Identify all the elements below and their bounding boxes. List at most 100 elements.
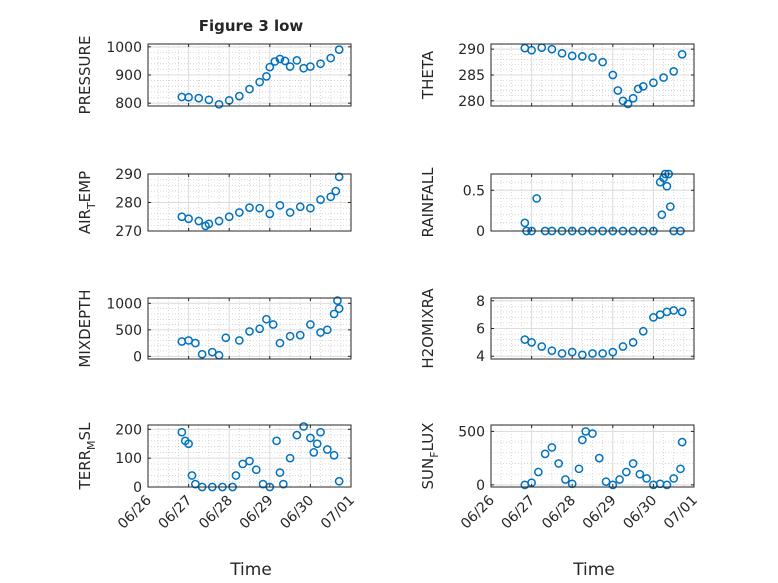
data-point	[677, 49, 687, 59]
data-point	[662, 181, 672, 191]
data-point	[326, 53, 336, 63]
y-axis-label-sun_flux: SUNFLUX	[419, 423, 441, 490]
data-point	[334, 304, 344, 313]
panel-theta: 280 285 290 THETA	[419, 42, 695, 110]
data-point	[275, 201, 285, 210]
data-point	[638, 326, 648, 336]
data-point	[613, 86, 623, 95]
data-point	[633, 84, 643, 94]
y-tick-label: 500	[458, 424, 485, 440]
data-point	[245, 84, 254, 94]
data-point	[322, 325, 332, 335]
y-tick-label: 270	[115, 224, 142, 240]
data-point	[628, 93, 638, 103]
data-point	[207, 347, 217, 357]
y-axis-label-theta: THETA	[419, 50, 437, 100]
data-point	[532, 194, 542, 203]
data-point	[677, 307, 687, 317]
axes-frame-rainfall	[490, 173, 695, 232]
data-point	[275, 54, 285, 64]
data-point	[285, 331, 295, 341]
y-tick-label: 290	[115, 167, 142, 183]
data-point	[677, 437, 687, 447]
data-point	[306, 203, 315, 213]
data-point	[659, 73, 668, 82]
series-mixdepth	[177, 296, 344, 360]
y-tick-label: 0	[476, 478, 485, 494]
data-point	[615, 475, 624, 484]
data-point	[278, 479, 288, 489]
data-point	[669, 306, 679, 315]
data-point	[322, 445, 332, 454]
data-point	[292, 430, 302, 440]
x-tick-label: 06/28	[539, 493, 579, 533]
data-point	[251, 465, 261, 475]
data-point	[214, 99, 224, 109]
data-point	[578, 52, 587, 61]
data-point	[608, 70, 618, 80]
data-point	[561, 475, 570, 484]
data-point	[224, 212, 234, 222]
data-point	[295, 202, 305, 212]
panel-rainfall: 0 0.5 RAINFALL	[419, 167, 695, 240]
x-axis-label-right: Time	[572, 560, 615, 580]
data-point	[520, 218, 530, 228]
data-point	[184, 92, 193, 102]
data-point	[285, 62, 295, 71]
series-air_temp	[177, 172, 344, 231]
data-point	[270, 57, 280, 66]
axes-frame-terr_msl	[147, 424, 352, 488]
data-point	[669, 474, 679, 483]
y-tick-label: 0.5	[463, 183, 485, 199]
data-point	[665, 202, 675, 211]
x-tick-label: 06/28	[196, 493, 236, 533]
data-point	[608, 480, 618, 490]
y-tick-label: 4	[476, 349, 485, 365]
data-point	[187, 471, 197, 480]
x-tick-label: 06/29	[237, 493, 277, 533]
data-point	[588, 429, 597, 438]
data-point	[306, 320, 315, 329]
data-point	[255, 203, 264, 213]
y-tick-label: 1000	[106, 40, 142, 56]
figure-title: Figure 3 low	[199, 17, 304, 35]
x-tick-label: 06/29	[580, 493, 620, 533]
x-tick-label: 06/26	[115, 492, 155, 532]
data-point	[194, 216, 204, 226]
x-axis-label-left: Time	[229, 560, 272, 580]
data-point	[333, 296, 342, 306]
data-point	[235, 336, 244, 345]
x-tick-label: 06/30	[277, 493, 317, 533]
y-tick-label: 0	[476, 224, 485, 240]
y-tick-label: 280	[458, 94, 485, 110]
data-point	[540, 449, 550, 459]
data-point	[588, 349, 597, 358]
data-point	[601, 477, 611, 487]
data-point	[334, 476, 344, 486]
data-point	[676, 464, 685, 474]
data-point	[285, 208, 295, 217]
data-point	[623, 99, 633, 109]
y-tick-label: 200	[115, 422, 142, 438]
x-tick-label: 06/26	[458, 492, 498, 532]
data-point	[245, 327, 254, 336]
data-point	[618, 342, 628, 351]
grid-sun_flux	[490, 425, 695, 487]
panel-mixdepth: 0 500 1000 MIXDEPTH	[76, 289, 352, 368]
data-point	[235, 208, 244, 217]
y-tick-label: 290	[458, 42, 485, 58]
data-point	[262, 314, 271, 324]
data-point	[669, 67, 679, 76]
x-tick-label: 06/27	[156, 493, 196, 533]
data-point	[265, 62, 275, 72]
data-point	[235, 91, 244, 101]
data-point	[309, 448, 319, 457]
data-point	[594, 453, 604, 463]
data-point	[191, 338, 200, 348]
data-point	[534, 467, 543, 477]
data-point	[662, 480, 672, 490]
data-point	[177, 427, 187, 437]
data-point	[272, 436, 281, 446]
panel-air_temp: 270 280 290 AIRTEMP	[76, 167, 352, 240]
data-point	[527, 338, 536, 347]
